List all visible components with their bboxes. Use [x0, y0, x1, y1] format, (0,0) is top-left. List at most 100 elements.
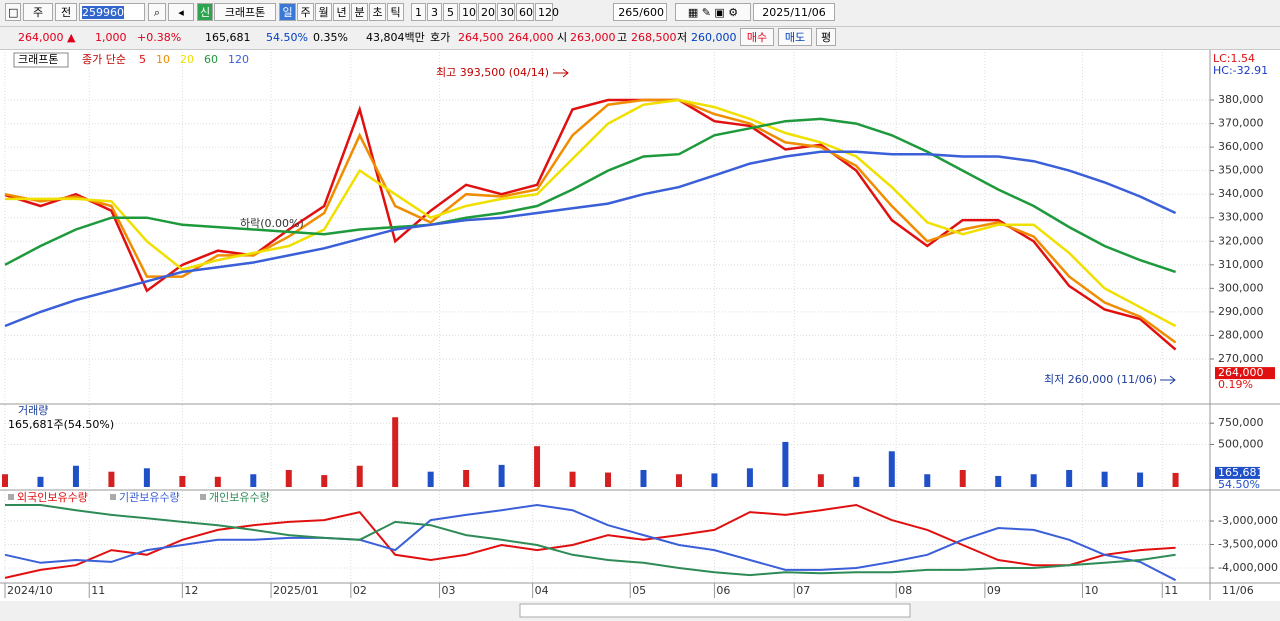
badge: 신	[197, 3, 213, 21]
period-button[interactable]: 20	[478, 3, 496, 21]
volume-bar	[498, 464, 505, 487]
price-tag-label: 264,000	[1218, 366, 1264, 379]
legend-swatch	[110, 494, 116, 500]
count[interactable]: 265/600	[613, 3, 667, 21]
volume-bar	[321, 475, 328, 487]
ask-label: 호가	[430, 31, 451, 44]
price: 264,000 ▲	[18, 31, 76, 44]
y-tick-label: 270,000	[1218, 352, 1264, 365]
series-line	[5, 98, 1177, 328]
volume-bar	[1066, 469, 1073, 487]
period-button[interactable]: 분	[351, 3, 368, 21]
tools[interactable]: ▦ ✎ ▣ ⚙	[675, 3, 751, 21]
volume-ratio: 54.50%	[1218, 478, 1260, 491]
stock-name[interactable]: 크래프톤	[214, 3, 276, 21]
series-line	[4, 117, 1176, 274]
volume-bar	[888, 451, 895, 487]
y-tick-label: 310,000	[1218, 258, 1264, 271]
series-line	[5, 504, 1176, 577]
low-label: 저	[677, 31, 688, 44]
period-button[interactable]: 초	[369, 3, 386, 21]
annotation-high: 최고 393,500 (04/14)	[436, 66, 549, 79]
period-button[interactable]: 5	[443, 3, 458, 21]
y-tick-label: 300,000	[1218, 281, 1264, 294]
code-input[interactable]: 259960	[79, 3, 145, 21]
sound[interactable]: ◂	[168, 3, 194, 21]
change: 1,000	[95, 31, 127, 44]
series-line	[4, 503, 1177, 582]
period-button[interactable]: 60	[516, 3, 534, 21]
x-tick-label: 11	[1164, 584, 1178, 597]
volume-bar	[1030, 474, 1037, 487]
period-button[interactable]: 틱	[387, 3, 404, 21]
rate: +0.38%	[137, 31, 182, 44]
y-tick-label: 340,000	[1218, 187, 1264, 200]
arrow	[1160, 375, 1176, 385]
period-button[interactable]: 30	[497, 3, 515, 21]
x-tick-label: 2025/01	[273, 584, 319, 597]
date[interactable]: 2025/11/06	[753, 3, 835, 21]
buy-button[interactable]: 매수	[740, 28, 774, 46]
volume-bar	[214, 476, 221, 487]
annotation: 하락(0.00%)	[240, 216, 304, 230]
hc-label: HC:-32.91	[1213, 64, 1268, 77]
x-tick-label: 08	[898, 584, 912, 597]
x-tick-label: 09	[987, 584, 1001, 597]
volume-bar	[37, 476, 44, 487]
y-tick-label: 370,000	[1218, 117, 1264, 130]
period-button[interactable]: 10	[459, 3, 477, 21]
volume-subtitle: 165,681주(54.50%)	[8, 418, 114, 431]
y-tick-label: 330,000	[1218, 211, 1264, 224]
volume-bar	[1101, 471, 1108, 487]
volume-bar	[959, 469, 966, 487]
period-button[interactable]: 년	[333, 3, 350, 21]
volume: 165,681	[205, 31, 251, 44]
market[interactable]: 주	[23, 3, 53, 21]
volume-bar	[250, 474, 257, 487]
period-button[interactable]: 주	[297, 3, 314, 21]
x-tick-label: 06	[716, 584, 730, 597]
volume-bar	[675, 474, 682, 487]
x-tick-label: 02	[353, 584, 367, 597]
open-label: 시	[557, 31, 568, 44]
ask: 264,500	[458, 31, 504, 44]
scroll-thumb[interactable]	[519, 603, 911, 618]
volume-bar	[924, 474, 931, 487]
last-date: 11/06	[1222, 584, 1254, 597]
volume-bar	[72, 465, 79, 487]
volume-tag	[1215, 466, 1260, 479]
legend-entry: 10	[156, 53, 170, 66]
mode[interactable]: 전	[55, 3, 77, 21]
volume-title: 거래량	[18, 404, 48, 417]
x-tick-label: 04	[535, 584, 549, 597]
period-button[interactable]: 120	[535, 3, 559, 21]
annotation-low: 최저 260,000 (11/06)	[1044, 373, 1157, 386]
y-tick-label: 360,000	[1218, 140, 1264, 153]
count-value: 265	[618, 6, 640, 19]
x-tick-label: 2024/10	[7, 584, 53, 597]
sell-button[interactable]: 매도	[778, 28, 812, 46]
quote-bar: 264,000 ▲ 1,000 +0.38% 165,681 54.50% 0.…	[0, 27, 1280, 50]
volume-tag-label: 165,681	[1218, 466, 1264, 479]
search[interactable]: ⌕	[148, 3, 166, 21]
y-tick-label: 380,000	[1218, 93, 1264, 106]
chart-bg	[0, 50, 1280, 621]
series-line	[4, 503, 1176, 579]
period-button[interactable]: 일	[279, 3, 296, 21]
legend-entry: 기관보유수량	[119, 491, 180, 504]
turnover: 0.35%	[313, 31, 348, 44]
legend-entry: 외국인보유수량	[17, 491, 88, 504]
y-tick-label: 750,000	[1218, 416, 1264, 429]
legend-entry: 120	[228, 53, 249, 66]
period-button[interactable]: 월	[315, 3, 332, 21]
avg-button[interactable]: 평	[816, 28, 836, 46]
y-tick-label: 320,000	[1218, 234, 1264, 247]
period-button[interactable]: 1	[411, 3, 426, 21]
high-label: 고	[617, 31, 628, 44]
bid: 264,000	[508, 31, 554, 44]
volume-bar	[853, 476, 860, 487]
volume-bar	[782, 441, 789, 487]
icon[interactable]: □	[5, 3, 21, 21]
period-button[interactable]: 3	[427, 3, 442, 21]
open: 263,000	[570, 31, 616, 44]
